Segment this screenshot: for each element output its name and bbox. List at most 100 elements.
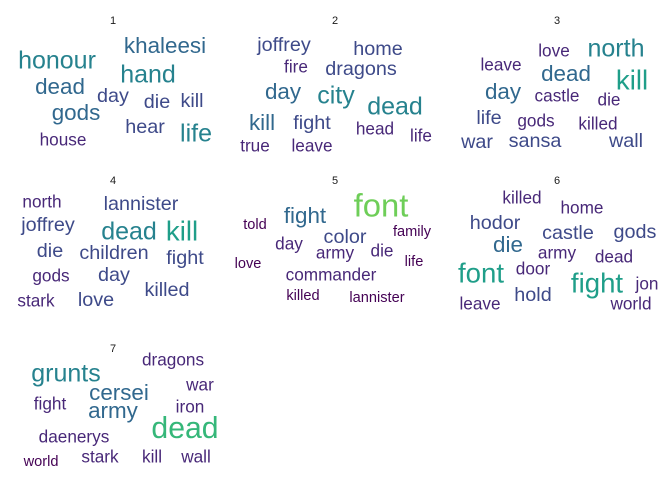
- word: dead: [595, 247, 633, 267]
- panel-label: 5: [332, 175, 338, 187]
- word: dead: [35, 74, 85, 99]
- word: sansa: [509, 130, 562, 152]
- word: fire: [284, 57, 308, 77]
- word: kill: [142, 447, 162, 467]
- word: iron: [176, 397, 205, 417]
- word: grunts: [31, 360, 100, 388]
- word: joffrey: [20, 214, 75, 236]
- word: day: [97, 85, 129, 107]
- word: kill: [249, 110, 275, 135]
- word: leave: [459, 294, 500, 314]
- word: stark: [17, 291, 55, 311]
- word: color: [324, 226, 367, 248]
- word: dead: [151, 412, 218, 445]
- word: killed: [578, 114, 617, 134]
- word: love: [538, 41, 570, 61]
- word: leave: [480, 55, 521, 75]
- word: dead: [367, 93, 423, 121]
- word: die: [37, 240, 63, 262]
- word: city: [317, 82, 355, 110]
- word: fight: [34, 394, 67, 414]
- word: world: [23, 454, 59, 470]
- word: fight: [284, 203, 327, 228]
- word: war: [185, 375, 214, 395]
- word: joffrey: [256, 34, 311, 56]
- word: north: [588, 35, 645, 63]
- word: gods: [517, 111, 554, 131]
- word: fight: [166, 247, 204, 269]
- word: die: [598, 90, 621, 110]
- word: commander: [286, 265, 377, 285]
- word: gods: [32, 266, 69, 286]
- word: home: [353, 38, 402, 60]
- word: font: [354, 187, 409, 224]
- word: stark: [81, 447, 119, 467]
- word: house: [40, 130, 87, 150]
- word: kill: [616, 64, 648, 95]
- panel-5: 5 font told fight family color day army die love l…: [235, 175, 432, 306]
- word: kill: [180, 90, 203, 112]
- word: true: [240, 136, 270, 156]
- word: fight: [571, 267, 623, 298]
- word: hand: [120, 61, 176, 89]
- panel-label: 2: [332, 15, 338, 27]
- word: die: [371, 241, 394, 261]
- word: dead: [541, 61, 591, 86]
- panel-label: 6: [554, 175, 560, 187]
- word: gods: [614, 221, 657, 243]
- word: cersei: [89, 380, 149, 405]
- panel-label: 3: [554, 15, 560, 27]
- word: die: [144, 91, 170, 113]
- word: war: [460, 131, 493, 153]
- panel-1: 1 khaleesi honour hand dead day die kill gods hea…: [18, 15, 212, 150]
- word: hear: [125, 116, 165, 138]
- word: killed: [502, 188, 541, 208]
- word: killed: [286, 288, 319, 304]
- panel-4: 4 north lannister joffrey dead kill die childre…: [17, 175, 204, 311]
- word: leave: [291, 136, 332, 156]
- word: honour: [18, 47, 96, 75]
- panel-3: 3 love north leave dead kill day castle die life g…: [460, 15, 648, 153]
- word: khaleesi: [124, 33, 206, 58]
- word: told: [243, 217, 267, 233]
- panel-label: 1: [110, 15, 116, 27]
- word: children: [79, 242, 148, 264]
- word: life: [405, 254, 424, 270]
- word: day: [265, 79, 302, 104]
- panel-7: 7 grunts dragons war cersei fight army irondead…: [23, 343, 219, 470]
- word: lannister: [349, 290, 404, 306]
- word: castle: [535, 86, 580, 106]
- word: kill: [166, 215, 198, 246]
- word: army: [316, 243, 355, 263]
- word: fight: [293, 112, 331, 134]
- word: font: [458, 257, 504, 288]
- word: home: [561, 198, 604, 218]
- word: family: [393, 224, 432, 240]
- panel-6: 6 killed home hodor castle gods die army dead fon…: [458, 175, 658, 314]
- word: day: [98, 264, 130, 286]
- word: army: [88, 398, 139, 423]
- panel-label: 7: [110, 343, 116, 355]
- word: life: [476, 107, 501, 129]
- word: day: [485, 79, 522, 104]
- word: day: [275, 234, 303, 254]
- word: dragons: [142, 350, 204, 370]
- word: lannister: [104, 193, 179, 215]
- word: life: [410, 126, 432, 146]
- word: killed: [144, 279, 189, 301]
- word: life: [180, 120, 212, 148]
- word: gods: [52, 100, 101, 125]
- word: door: [516, 259, 551, 279]
- word: wall: [608, 130, 643, 152]
- word: world: [609, 294, 651, 314]
- word: hold: [514, 284, 551, 306]
- word: dead: [101, 218, 157, 246]
- panel-label: 4: [110, 175, 116, 187]
- word: wall: [180, 447, 211, 467]
- word: jon: [635, 274, 659, 294]
- word: castle: [542, 222, 594, 244]
- word: dragons: [325, 58, 397, 80]
- word: hodor: [470, 212, 521, 234]
- word: die: [493, 232, 523, 257]
